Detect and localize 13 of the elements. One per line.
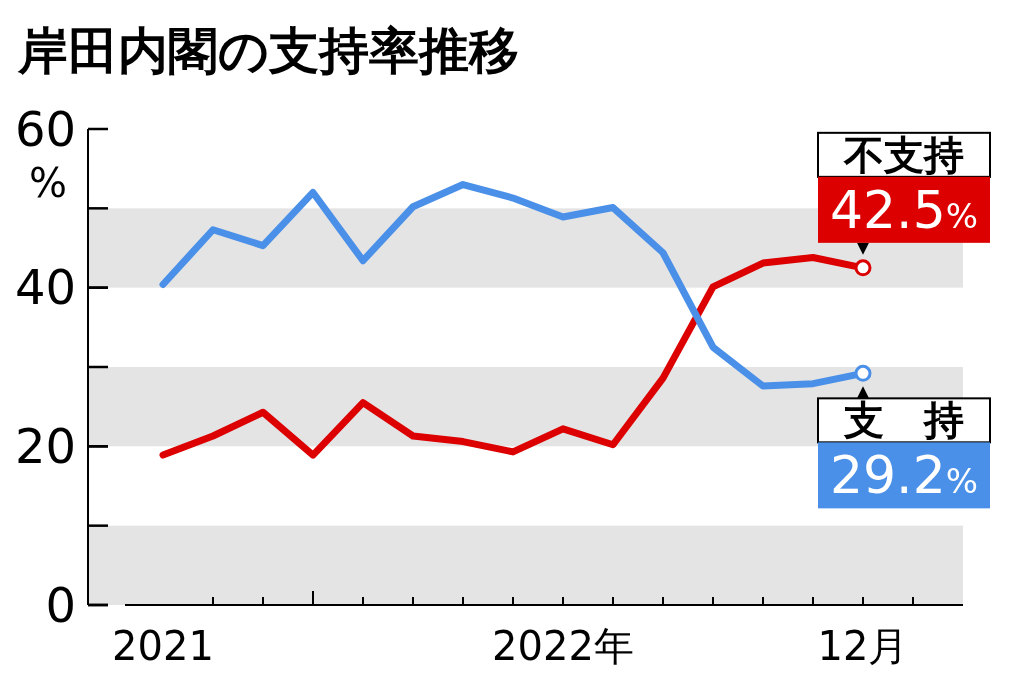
y-axis-title: %: [28, 160, 68, 206]
y-tick-label: 20: [14, 418, 76, 475]
y-tick-label: 40: [14, 259, 76, 316]
chart-title: 岸田内閣の支持率推移: [17, 22, 519, 80]
text: 不支持: [843, 131, 964, 178]
x-tick-label: 2021: [112, 623, 214, 669]
y-tick-label: 60: [14, 100, 76, 157]
data-label: 29.2%: [829, 445, 979, 506]
x-tick-label: 2022年: [492, 623, 634, 669]
series-label: 支 持: [843, 397, 964, 444]
y-tick-label: 0: [45, 576, 76, 633]
data-label: 42.5%: [829, 179, 979, 240]
x-tick-label: 12月: [817, 623, 909, 669]
